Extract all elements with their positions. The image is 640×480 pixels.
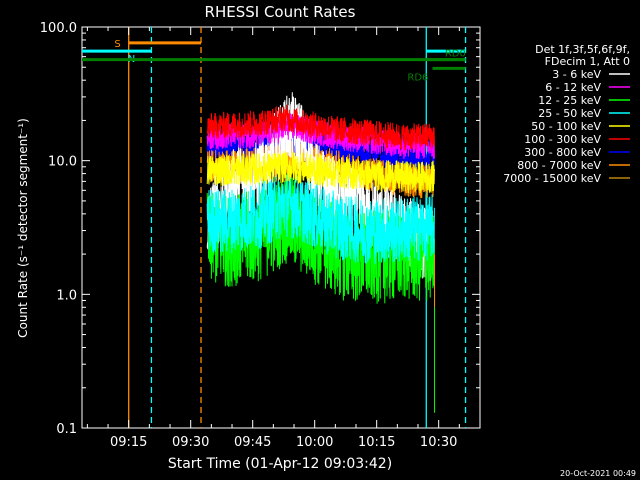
legend-label: 300 - 800 keV [524,146,601,159]
legend-label: 800 - 7000 keV [517,159,601,172]
legend-header: FDecim 1, Att 0 [545,55,630,68]
y-axis-label: Count Rate (s⁻¹ detector segment⁻¹) [16,118,30,338]
series-line-50-100-kev [206,151,435,194]
x-tick-label: 09:15 [110,435,147,450]
x-axis-label: Start Time (01-Apr-12 09:03:42) [168,456,392,472]
footer-timestamp: 20-Oct-2021 00:49 [560,469,636,478]
legend-header: Det 1f,3f,5f,6f,9f, [535,43,630,56]
legend-label: 7000 - 15000 keV [503,172,601,185]
legend-label: 12 - 25 keV [538,94,601,107]
legend-label: 6 - 12 keV [545,81,601,94]
legend-label: 50 - 100 keV [531,120,601,133]
y-tick-label: 1.0 [56,288,77,303]
x-tick-label: 09:30 [172,435,209,450]
y-tick-label: 100.0 [40,21,77,36]
legend-label: 100 - 300 keV [524,133,601,146]
x-tick-label: 09:45 [234,435,271,450]
chart-title: RHESSI Count Rates [205,3,356,21]
x-tick-label: 10:15 [358,435,395,450]
series-line-25-50-kev [206,174,435,264]
flag-label: S [114,39,120,50]
legend-label: 3 - 6 keV [552,68,601,81]
y-tick-label: 10.0 [48,155,77,170]
flag-label: RD6 [407,72,428,83]
series-line-6-12-kev [206,112,435,160]
x-tick-label: 10:30 [420,435,457,450]
plot-frame [81,26,481,429]
series-line-100-300-kev [206,104,435,151]
legend-label: 25 - 50 keV [538,107,601,120]
flag-label: RD0 [445,49,466,60]
x-tick-label: 10:00 [296,435,333,450]
y-tick-label: 0.1 [56,422,77,437]
